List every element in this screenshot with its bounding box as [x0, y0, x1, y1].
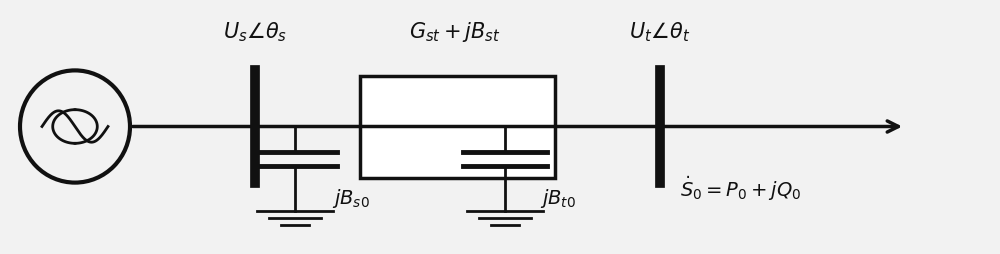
- Text: $\dot{S}_0 = P_0 + jQ_0$: $\dot{S}_0 = P_0 + jQ_0$: [680, 174, 801, 202]
- Bar: [360, 76, 555, 178]
- Text: $jB_{s0}$: $jB_{s0}$: [332, 187, 370, 210]
- Text: $U_s\angle\theta_s$: $U_s\angle\theta_s$: [223, 20, 287, 44]
- Text: $jB_{t0}$: $jB_{t0}$: [540, 187, 576, 210]
- Text: $U_t\angle\theta_t$: $U_t\angle\theta_t$: [629, 20, 691, 44]
- Text: $G_{st}+jB_{st}$: $G_{st}+jB_{st}$: [409, 20, 501, 44]
